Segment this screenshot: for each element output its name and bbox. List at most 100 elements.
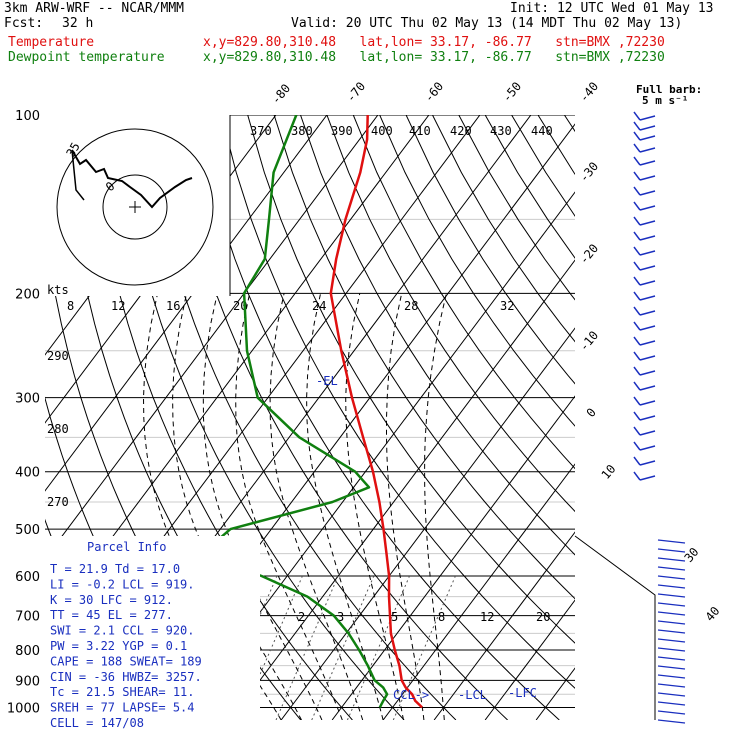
wind-barb xyxy=(639,280,656,286)
wind-barb xyxy=(657,710,686,715)
wind-barb xyxy=(657,647,686,652)
pressure-axis: 100 200 300 400 500 600 700 800 900 1000 xyxy=(7,109,40,716)
wind-barb xyxy=(657,539,686,544)
dry-adiabat-label: 430 xyxy=(490,124,512,138)
barb-column-edge xyxy=(574,535,656,720)
moist-adiabat xyxy=(306,293,384,720)
parcel-info-row: LI = -0.2 LCL = 919. xyxy=(50,577,195,591)
mixing-ratio-label: 12 xyxy=(480,610,494,624)
parcel-info-text: Parcel Info T = 21.9 Td = 17.0LI = -0.2 L… xyxy=(50,540,202,730)
moist-adiabat xyxy=(269,293,364,720)
dry-adiabat xyxy=(220,115,575,689)
wind-barb-flag xyxy=(633,216,641,226)
mixing-ratio-line xyxy=(346,575,410,720)
wind-barb-flag xyxy=(633,121,641,131)
isotherm-label: 10 xyxy=(599,462,619,482)
wind-barb-flag xyxy=(633,306,641,316)
dry-adiabat xyxy=(115,115,405,720)
dry-adiabat-label: 440 xyxy=(531,124,553,138)
wind-barb xyxy=(639,265,656,271)
wind-barb-flag xyxy=(633,396,641,406)
wind-barb xyxy=(639,355,656,361)
wind-barb xyxy=(639,415,656,421)
dry-adiabat xyxy=(300,115,575,556)
wind-barb xyxy=(657,593,686,598)
dry-adiabat xyxy=(458,115,575,301)
wind-barb xyxy=(639,385,656,391)
wind-barb-flag xyxy=(633,321,641,331)
isotherm-label: -70 xyxy=(344,79,369,105)
isotherm-line xyxy=(45,115,328,492)
wind-ring-label: 24 xyxy=(312,299,326,313)
wind-barb xyxy=(657,557,686,562)
wind-barb-flag xyxy=(633,111,641,121)
dry-adiabat-label: 380 xyxy=(291,124,313,138)
pressure-tick-label: 500 xyxy=(15,523,40,538)
wind-barb-flag xyxy=(633,471,641,481)
wind-barb xyxy=(657,674,686,679)
wind-barb xyxy=(657,602,686,607)
moist-adiabat xyxy=(142,293,282,720)
wind-barb xyxy=(657,719,686,724)
moist-adiabat xyxy=(386,293,425,720)
wind-barb xyxy=(639,125,656,131)
dry-adiabat xyxy=(484,115,575,259)
parcel-info-row: PW = 3.22 YGP = 0.1 xyxy=(50,639,187,653)
dry-adiabat xyxy=(432,115,575,343)
dry-adiabat xyxy=(168,115,508,720)
isotherm-label: -80 xyxy=(269,81,294,107)
barb-legend-unit: 5 m s⁻¹ xyxy=(642,94,688,107)
wind-barb-flag xyxy=(633,456,641,466)
dry-adiabat xyxy=(511,115,575,217)
wind-barb xyxy=(657,692,686,697)
wind-barb xyxy=(639,220,656,226)
svg-text:35: 35 xyxy=(63,140,82,160)
wind-barb xyxy=(639,370,656,376)
parcel-info-row: TT = 45 EL = 277. xyxy=(50,608,173,622)
dry-adiabat xyxy=(247,115,575,644)
dry-adiabat-label: 290 xyxy=(47,349,69,363)
wind-barb xyxy=(657,629,686,634)
dry-adiabat xyxy=(405,115,575,385)
wind-barb xyxy=(657,611,686,616)
parcel-info-title: Parcel Info xyxy=(87,540,166,554)
wind-barb xyxy=(657,701,686,706)
wind-barb xyxy=(657,584,686,589)
mixing-ratio-line xyxy=(392,575,456,720)
mixing-ratio-label: 8 xyxy=(438,610,445,624)
wind-barb xyxy=(639,475,656,481)
dry-adiabat-label: 390 xyxy=(331,124,353,138)
dry-adiabat xyxy=(194,115,560,720)
isotherm-line xyxy=(382,463,575,720)
pressure-tick-label: 900 xyxy=(15,674,40,689)
wind-barb xyxy=(639,295,656,301)
wind-barb xyxy=(639,445,656,451)
parcel-info-row: Tc = 21.5 SHEAR= 11. xyxy=(50,685,195,699)
mixing-ratio-label: 3 xyxy=(337,610,344,624)
wind-ring-label: 32 xyxy=(500,299,514,313)
wind-ring-label: 8 xyxy=(67,299,74,313)
parcel-info-row: SWI = 2.1 CCL = 920. xyxy=(50,624,195,638)
isotherm-label: 30 xyxy=(682,545,702,565)
hodograph: 35 0 kts xyxy=(45,115,231,297)
forecast-label: Fcst: xyxy=(4,16,44,31)
wind-barb xyxy=(657,548,686,553)
wind-barb xyxy=(639,460,656,466)
dry-adiabat xyxy=(352,115,575,470)
wind-barb xyxy=(639,160,656,166)
wind-barb xyxy=(657,656,686,661)
wind-barb-flag xyxy=(633,201,641,211)
dry-adiabat-label: 370 xyxy=(250,124,272,138)
parcel-info-row: K = 30 LFC = 912. xyxy=(50,593,173,607)
pressure-tick-label: 700 xyxy=(15,610,40,625)
dry-adiabat xyxy=(273,115,575,600)
wind-barb xyxy=(639,205,656,211)
dry-adiabat xyxy=(591,115,740,720)
pressure-tick-label: 1000 xyxy=(7,701,40,716)
isotherm-label: -10 xyxy=(577,328,602,354)
wind-barb xyxy=(639,250,656,256)
isotherm-label: -40 xyxy=(577,79,602,105)
wind-barb xyxy=(657,575,686,580)
parcel-info-row: T = 21.9 Td = 17.0 xyxy=(50,562,180,576)
